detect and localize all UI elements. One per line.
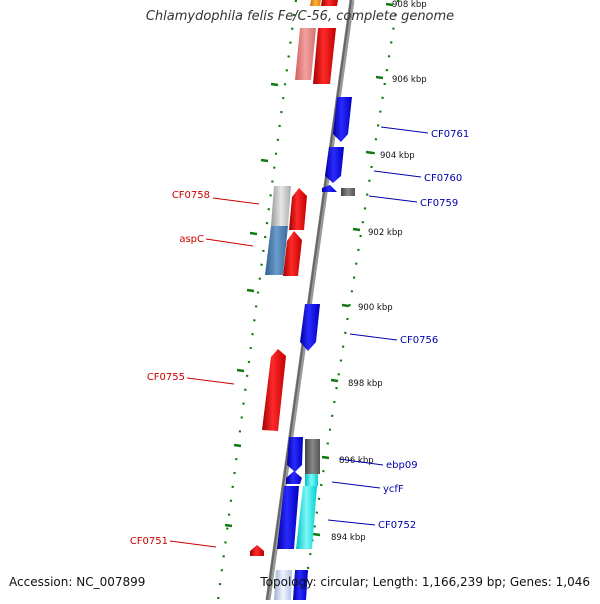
gene-feature-ycff-cyan[interactable] [305, 474, 318, 486]
ruler-tick [341, 303, 350, 308]
reverse-strand-genes [250, 0, 321, 600]
ruler-label: 904 kbp [380, 151, 415, 161]
gene-label-ycff[interactable]: ycfF [383, 484, 404, 495]
ruler-tick [385, 2, 394, 7]
gene-feature-cf0759[interactable] [341, 188, 355, 196]
leader-cf0758 [212, 197, 260, 205]
ruler-label: 908 kbp [392, 0, 427, 10]
gene-feature-top-red-upper[interactable] [321, 0, 338, 6]
gene-label-cf0756[interactable]: CF0756 [400, 335, 438, 346]
gene-feature-aspc-red[interactable] [283, 231, 302, 276]
ruler-label: 902 kbp [368, 228, 403, 238]
gene-feature-ycff-blue[interactable] [286, 471, 302, 484]
ruler-label: 906 kbp [392, 75, 427, 85]
gene-feature-cf0752-cyan[interactable] [296, 486, 317, 549]
gene-label-cf0761[interactable]: CF0761 [431, 129, 469, 140]
leader-cf0759 [368, 195, 418, 203]
ruler-ticks [224, 2, 394, 537]
gene-label-ebp09[interactable]: ebp09 [386, 460, 418, 471]
ruler-tick [321, 455, 330, 460]
gene-feature-top-orange[interactable] [310, 0, 321, 6]
ruler-tick [224, 523, 233, 528]
forward-strand-genes [277, 0, 355, 600]
outer-ruler-ring [301, 0, 400, 601]
accession-text: Accession: NC_007899 [9, 575, 146, 589]
leader-cf0756 [349, 333, 398, 341]
leader-cf0755 [186, 377, 235, 385]
ruler-tick [330, 378, 339, 383]
leader-cf0761 [380, 126, 429, 134]
map-title: Chlamydophila felis Fe/C-56, complete ge… [145, 9, 455, 24]
gene-feature-cf0752-blue[interactable] [277, 486, 299, 549]
gene-feature-cf0760[interactable] [325, 147, 344, 183]
gene-feature-ebp09-grey[interactable] [305, 439, 320, 474]
leader-aspc [205, 238, 254, 247]
ruler-tick [365, 150, 374, 155]
gene-feature-aspc-steel[interactable] [265, 226, 288, 275]
gene-labels: CF0761 CF0760 CF0759 CF0758 aspC CF0756 … [130, 129, 469, 547]
gene-feature-cf0758-grey[interactable] [271, 186, 291, 226]
ruler-label: 898 kbp [348, 379, 383, 389]
ruler-tick [270, 82, 279, 87]
gene-feature-cf0756[interactable] [300, 304, 320, 351]
gene-feature-ebp09[interactable] [287, 437, 303, 472]
leader-cf0760 [373, 170, 422, 178]
gene-feature-cf0755[interactable] [262, 349, 286, 431]
ruler-tick [233, 443, 242, 448]
ruler-label: 894 kbp [331, 533, 366, 543]
ruler-tick [249, 231, 258, 236]
gene-label-cf0755[interactable]: CF0755 [147, 372, 185, 383]
gene-label-cf0760[interactable]: CF0760 [424, 173, 462, 184]
ruler-tick [375, 75, 384, 80]
gene-feature-top-pink[interactable] [295, 28, 316, 80]
ruler-label: 900 kbp [358, 303, 393, 313]
ruler-tick [260, 158, 269, 163]
gene-feature-cf0760-small[interactable] [322, 185, 337, 192]
gene-feature-cf0761[interactable] [333, 97, 352, 142]
gene-feature-top-red[interactable] [313, 28, 336, 84]
gene-feature-bottom-light[interactable] [274, 570, 292, 600]
gene-label-cf0759[interactable]: CF0759 [420, 198, 458, 209]
leader-cf0751 [169, 540, 217, 548]
ruler-tick [236, 368, 245, 373]
gene-label-aspc[interactable]: aspC [179, 234, 204, 245]
inner-ruler-ring [216, 0, 298, 601]
leader-cf0752 [327, 519, 376, 526]
ruler-tick [312, 532, 321, 537]
genome-summary-text: Topology: circular; Length: 1,166,239 bp… [260, 575, 590, 589]
gene-feature-cf0758-red[interactable] [289, 188, 307, 230]
gene-label-cf0751[interactable]: CF0751 [130, 536, 168, 547]
ruler-tick [246, 288, 255, 293]
ruler-tick [352, 227, 361, 232]
leader-ebp09 [338, 458, 384, 466]
gene-label-cf0752[interactable]: CF0752 [378, 520, 416, 531]
label-leaders [169, 126, 429, 548]
gene-label-cf0758[interactable]: CF0758 [172, 190, 210, 201]
gene-feature-bottom-blue[interactable] [293, 570, 308, 600]
gene-feature-cf0751[interactable] [250, 545, 264, 556]
leader-ycff [331, 481, 381, 489]
